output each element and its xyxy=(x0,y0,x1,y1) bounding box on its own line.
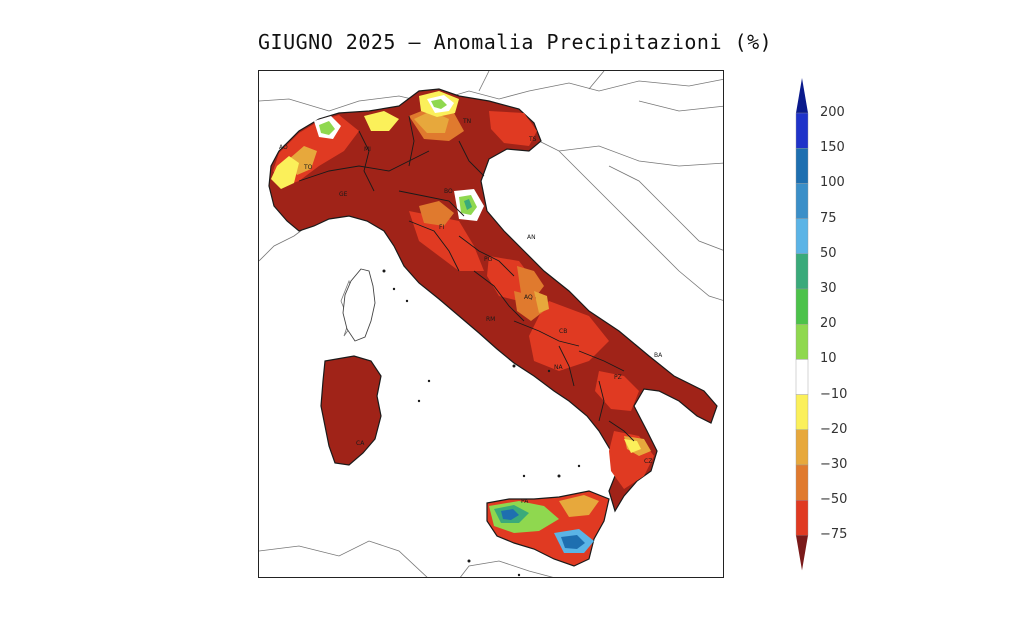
region-label-na: NA xyxy=(554,364,563,371)
legend-top-arrow xyxy=(796,78,808,113)
region-label-ca: CA xyxy=(356,440,365,447)
region-label-cz: CZ xyxy=(644,458,652,465)
region-label-ba: BA xyxy=(654,352,663,359)
region-label-tn: TN xyxy=(462,118,471,125)
region-label-an: AN xyxy=(527,234,536,241)
legend-bottom-arrow xyxy=(796,535,808,571)
legend-swatch xyxy=(795,253,809,290)
legend-swatch xyxy=(795,147,809,184)
legend-swatch xyxy=(795,323,809,360)
region-label-aq: AQ xyxy=(524,294,533,301)
legend-swatch xyxy=(795,429,809,466)
region-label-pg: PG xyxy=(484,256,493,263)
sardinia-region xyxy=(320,355,382,466)
legend-tick-label: −50 xyxy=(820,492,848,508)
region-label-rm: RM xyxy=(486,316,495,323)
legend-tick-label: 75 xyxy=(820,210,837,226)
legend-tick-label: 20 xyxy=(820,316,837,332)
region-label-to: TO xyxy=(303,164,313,171)
region-label-ge: GE xyxy=(339,191,348,198)
legend-swatch xyxy=(795,183,809,219)
legend-swatch xyxy=(795,288,809,325)
region-label-bo: BO xyxy=(444,188,453,195)
legend-tick-label: 50 xyxy=(820,245,837,261)
sicily-region xyxy=(486,490,610,567)
legend-swatch xyxy=(795,218,809,255)
legend-tick-label: −10 xyxy=(820,386,848,402)
legend-tick-label: −30 xyxy=(820,457,848,472)
legend-tick-label: 30 xyxy=(820,281,837,296)
map-title: GIUGNO 2025 — Anomalia Precipitazioni (%… xyxy=(258,30,773,54)
legend-tick-label: 100 xyxy=(820,175,845,191)
region-borders xyxy=(298,115,635,442)
region-label-pz: PZ xyxy=(614,374,622,381)
region-label-ao: AO xyxy=(279,144,288,151)
legend-colorbar xyxy=(795,78,809,571)
corsica-outline xyxy=(342,268,376,342)
legend-swatch xyxy=(795,500,809,536)
precipitation-anomaly-map: AO TO MI TN TS GE BO FI AN PG AQ RM CB N… xyxy=(258,70,724,578)
legend-swatch xyxy=(795,394,809,431)
region-label-fi: FI xyxy=(439,224,444,231)
legend-tick-label: 200 xyxy=(820,105,845,120)
region-label-cb: CB xyxy=(559,328,567,335)
legend-swatch xyxy=(795,359,809,395)
region-label-pa: PA xyxy=(521,498,529,505)
color-legend: 200 150 100 75 50 30 20 10 −10 −20 −30 −50 −75 xyxy=(790,78,870,573)
anomaly-positive-zones xyxy=(314,95,484,221)
neighbour-borders xyxy=(259,71,723,577)
region-label-mi: MI xyxy=(364,146,371,153)
legend-tick-label: 150 xyxy=(820,140,845,156)
small-islands xyxy=(382,269,581,577)
region-label-ts: TS xyxy=(528,136,537,143)
peninsula-region xyxy=(268,88,718,513)
legend-tick-label: 10 xyxy=(820,351,837,367)
legend-swatch xyxy=(795,112,809,149)
legend-tick-label: −20 xyxy=(820,421,848,437)
legend-tick-label: −75 xyxy=(820,527,848,543)
legend-swatch xyxy=(795,464,809,501)
